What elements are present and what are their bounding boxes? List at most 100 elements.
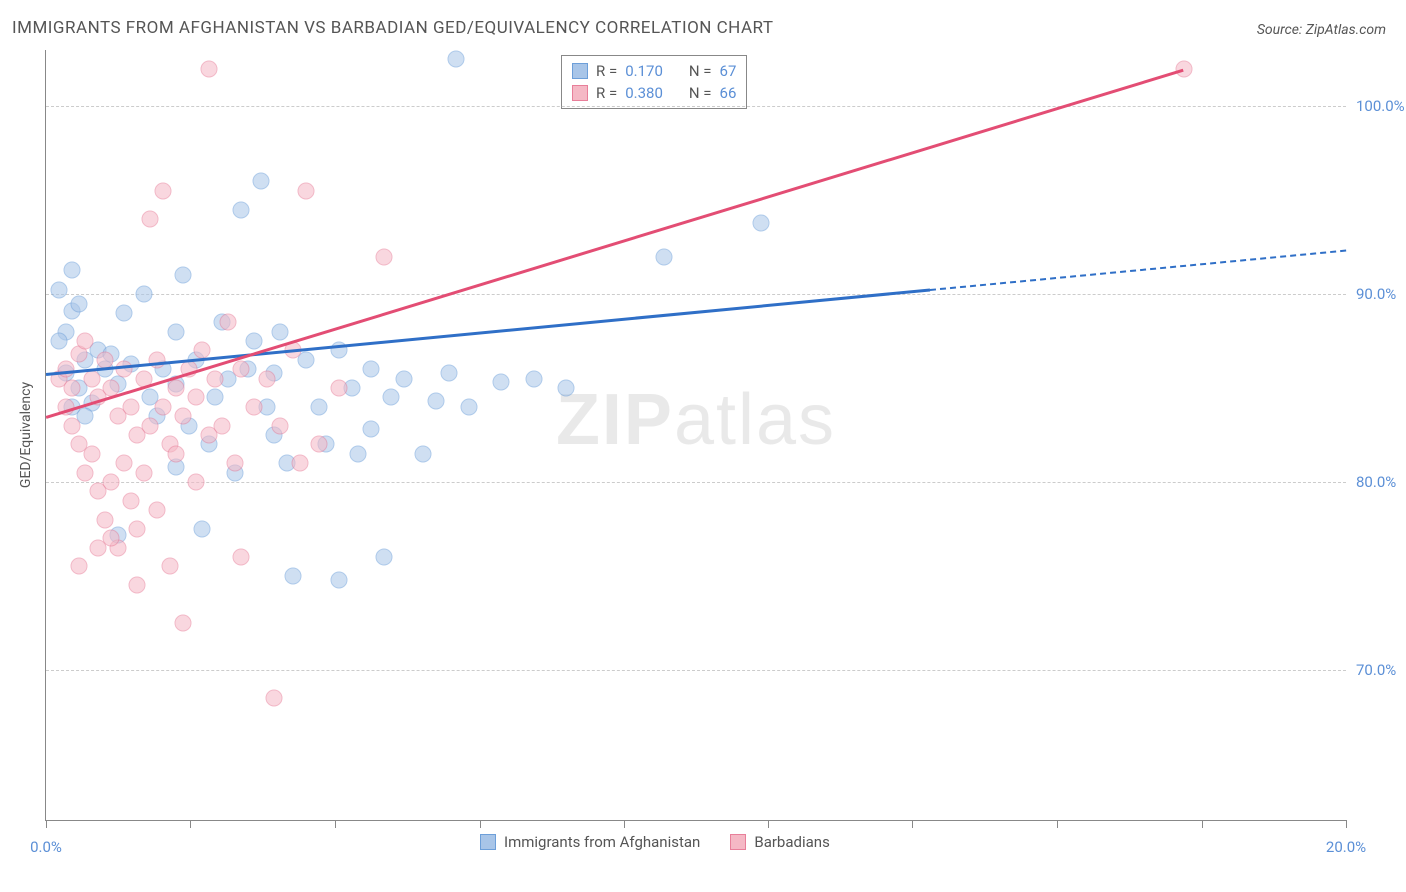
trend-line	[930, 249, 1346, 290]
data-point-afghanistan	[116, 304, 133, 321]
data-point-barbadians	[64, 417, 81, 434]
grid-line	[46, 106, 1346, 107]
x-tick-label: 20.0%	[1326, 838, 1366, 856]
data-point-afghanistan	[350, 445, 367, 462]
watermark: ZIPatlas	[556, 379, 836, 461]
data-point-barbadians	[64, 380, 81, 397]
data-point-barbadians	[129, 577, 146, 594]
data-point-barbadians	[155, 398, 172, 415]
plot-area: ZIPatlas GED/Equivalency R = 0.170 N = 6…	[45, 50, 1346, 821]
data-point-barbadians	[291, 455, 308, 472]
data-point-barbadians	[376, 248, 393, 265]
data-point-barbadians	[187, 389, 204, 406]
data-point-barbadians	[83, 370, 100, 387]
watermark-atlas: atlas	[674, 380, 836, 460]
data-point-afghanistan	[285, 567, 302, 584]
data-point-barbadians	[311, 436, 328, 453]
data-point-barbadians	[298, 182, 315, 199]
data-point-afghanistan	[64, 261, 81, 278]
data-point-afghanistan	[376, 549, 393, 566]
data-point-afghanistan	[447, 51, 464, 68]
data-point-afghanistan	[415, 445, 432, 462]
data-point-barbadians	[200, 60, 217, 77]
legend-stats-box: R = 0.170 N = 67 R = 0.380 N = 66	[561, 55, 747, 109]
x-tick-label: 0.0%	[30, 838, 62, 856]
chart-container: IMMIGRANTS FROM AFGHANISTAN VS BARBADIAN…	[0, 0, 1406, 892]
legend-r-value-0: 0.170	[625, 62, 663, 80]
data-point-afghanistan	[330, 571, 347, 588]
data-point-barbadians	[174, 408, 191, 425]
data-point-afghanistan	[51, 282, 68, 299]
data-point-barbadians	[148, 351, 165, 368]
x-tick	[768, 820, 769, 828]
y-tick-label: 100.0%	[1356, 97, 1405, 115]
data-point-afghanistan	[441, 365, 458, 382]
x-tick	[912, 820, 913, 828]
data-point-afghanistan	[428, 393, 445, 410]
y-tick-label: 70.0%	[1356, 661, 1396, 679]
data-point-barbadians	[77, 333, 94, 350]
x-tick	[1202, 820, 1203, 828]
data-point-barbadians	[226, 455, 243, 472]
y-tick-label: 90.0%	[1356, 285, 1396, 303]
data-point-afghanistan	[207, 389, 224, 406]
data-point-afghanistan	[70, 295, 87, 312]
data-point-afghanistan	[493, 374, 510, 391]
data-point-barbadians	[207, 370, 224, 387]
data-point-afghanistan	[311, 398, 328, 415]
legend-n-label-1: N =	[689, 84, 712, 102]
data-point-afghanistan	[558, 380, 575, 397]
x-tick	[190, 820, 191, 828]
data-point-afghanistan	[174, 267, 191, 284]
trend-line	[46, 69, 1184, 419]
data-point-barbadians	[135, 464, 152, 481]
data-point-afghanistan	[168, 323, 185, 340]
data-point-barbadians	[1175, 60, 1192, 77]
legend-n-value-1: 66	[720, 84, 737, 102]
data-point-barbadians	[187, 473, 204, 490]
grid-line	[46, 670, 1346, 671]
data-point-afghanistan	[194, 520, 211, 537]
legend-r-value-1: 0.380	[625, 84, 663, 102]
bottom-legend-label-1: Barbadians	[754, 833, 829, 851]
data-point-barbadians	[272, 417, 289, 434]
legend-stats-row-1: R = 0.380 N = 66	[572, 82, 736, 104]
x-tick	[1346, 820, 1347, 828]
data-point-barbadians	[233, 549, 250, 566]
data-point-afghanistan	[753, 214, 770, 231]
data-point-barbadians	[142, 417, 159, 434]
data-point-afghanistan	[382, 389, 399, 406]
legend-r-label-0: R =	[596, 62, 617, 80]
legend-swatch-barbadians	[572, 85, 588, 101]
data-point-afghanistan	[363, 361, 380, 378]
data-point-barbadians	[265, 689, 282, 706]
x-tick	[335, 820, 336, 828]
data-point-barbadians	[83, 445, 100, 462]
legend-n-label-0: N =	[689, 62, 712, 80]
y-tick-label: 80.0%	[1356, 473, 1396, 491]
data-point-barbadians	[129, 520, 146, 537]
data-point-afghanistan	[395, 370, 412, 387]
data-point-barbadians	[96, 511, 113, 528]
data-point-barbadians	[122, 398, 139, 415]
bottom-legend-label-0: Immigrants from Afghanistan	[504, 833, 700, 851]
grid-line	[46, 482, 1346, 483]
data-point-barbadians	[70, 558, 87, 575]
bottom-swatch-barbadians	[730, 834, 746, 850]
data-point-afghanistan	[51, 333, 68, 350]
data-point-afghanistan	[135, 286, 152, 303]
source-label: Source: ZipAtlas.com	[1257, 22, 1386, 38]
data-point-barbadians	[213, 417, 230, 434]
x-tick	[46, 820, 47, 828]
data-point-barbadians	[330, 380, 347, 397]
legend-n-value-0: 67	[720, 62, 737, 80]
data-point-barbadians	[220, 314, 237, 331]
data-point-barbadians	[103, 473, 120, 490]
data-point-afghanistan	[525, 370, 542, 387]
data-point-barbadians	[161, 558, 178, 575]
data-point-afghanistan	[252, 173, 269, 190]
x-tick	[480, 820, 481, 828]
data-point-barbadians	[116, 455, 133, 472]
data-point-barbadians	[116, 361, 133, 378]
data-point-barbadians	[148, 502, 165, 519]
